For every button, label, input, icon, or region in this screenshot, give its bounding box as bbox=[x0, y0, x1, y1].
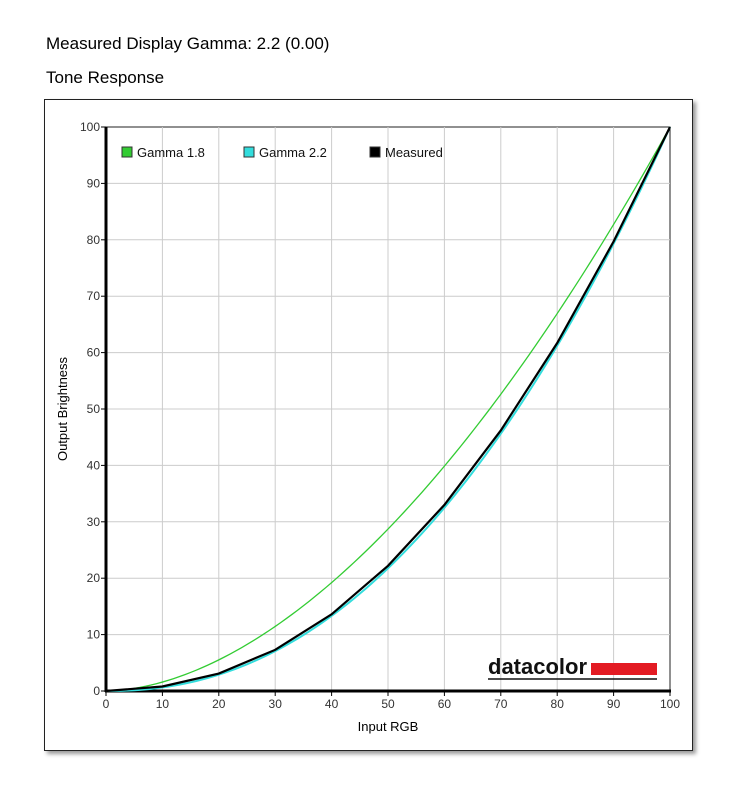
y-tick-label: 60 bbox=[87, 346, 101, 360]
x-tick-label: 30 bbox=[269, 697, 283, 711]
y-tick-label: 100 bbox=[80, 120, 100, 134]
x-tick-label: 70 bbox=[494, 697, 508, 711]
datacolor-logo: datacolor bbox=[488, 654, 587, 679]
legend-label: Gamma 1.8 bbox=[137, 145, 205, 160]
logo-red-bar bbox=[591, 663, 657, 675]
y-tick-label: 90 bbox=[87, 176, 101, 190]
legend-label: Measured bbox=[385, 145, 443, 160]
legend-swatch bbox=[369, 146, 381, 158]
series-line-gamma-1-8 bbox=[105, 126, 671, 692]
y-tick-label: 0 bbox=[93, 684, 100, 698]
x-tick-label: 10 bbox=[156, 697, 170, 711]
legend-label: Gamma 2.2 bbox=[259, 145, 327, 160]
legend-swatch bbox=[243, 146, 255, 158]
x-tick-label: 0 bbox=[103, 697, 110, 711]
y-tick-label: 40 bbox=[87, 458, 101, 472]
x-tick-label: 40 bbox=[325, 697, 339, 711]
x-axis-label: Input RGB bbox=[358, 719, 419, 734]
y-tick-label: 50 bbox=[87, 402, 101, 416]
x-tick-label: 60 bbox=[438, 697, 452, 711]
y-tick-label: 20 bbox=[87, 571, 101, 585]
legend-swatch bbox=[121, 146, 133, 158]
x-tick-label: 100 bbox=[660, 697, 680, 711]
page-title: Measured Display Gamma: 2.2 (0.00) bbox=[46, 34, 330, 53]
series-line-measured bbox=[105, 126, 671, 693]
y-tick-label: 70 bbox=[87, 289, 101, 303]
y-axis-label: Output Brightness bbox=[55, 356, 70, 461]
x-tick-label: 80 bbox=[551, 697, 565, 711]
x-tick-label: 20 bbox=[212, 697, 226, 711]
series-line-gamma-2-2 bbox=[105, 126, 671, 692]
y-tick-label: 30 bbox=[87, 515, 101, 529]
x-tick-label: 90 bbox=[607, 697, 621, 711]
x-tick-label: 50 bbox=[381, 697, 395, 711]
y-tick-label: 10 bbox=[87, 628, 101, 642]
y-tick-label: 80 bbox=[87, 233, 101, 247]
chart-heading: Tone Response bbox=[46, 68, 165, 87]
